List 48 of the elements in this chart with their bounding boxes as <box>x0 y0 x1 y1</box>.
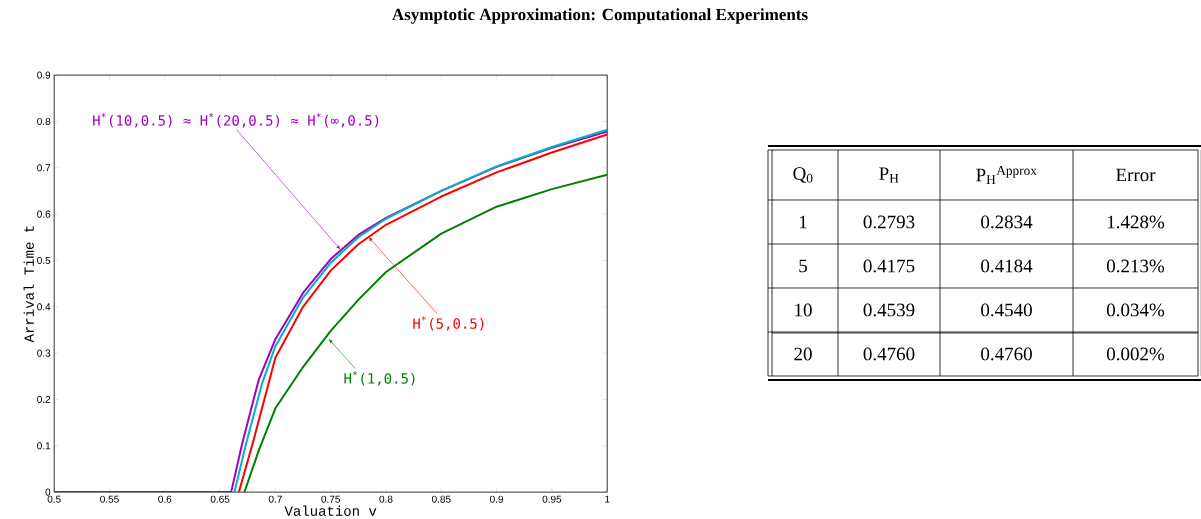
text: 5 <box>799 259 808 273</box>
text: 1 <box>799 215 807 229</box>
category-label: Error <box>1116 168 1156 182</box>
text: 0.4539 <box>863 303 915 317</box>
x-tick-label: 1 <box>605 495 610 503</box>
text: 0.4760 <box>981 347 1032 361</box>
text: 0.002% <box>1106 347 1165 361</box>
text: 20 <box>794 347 812 361</box>
chart-title: Asymptotic Approximation: Computational Experiments <box>392 8 808 24</box>
text: 0.2793 <box>863 215 915 229</box>
x-tick-label: 0.6 <box>158 495 172 503</box>
y-tick-label: 0.2 <box>37 395 51 403</box>
annotation: H$^{*}$(5,0.5) <box>413 316 484 331</box>
text: 0.4184 <box>981 259 1033 273</box>
y-tick-label: 0 <box>45 488 51 496</box>
category-label: Q$_{0}$ <box>793 167 813 183</box>
x-axis-title: Valuation v <box>284 505 377 516</box>
y-tick-label: 0.3 <box>37 349 51 357</box>
x-tick-label: 0.75 <box>321 495 341 503</box>
text: 10 <box>795 303 812 317</box>
x-tick-label: 0.8 <box>379 495 393 503</box>
y-tick-label: 0.5 <box>37 256 51 264</box>
x-tick-label: 0.5 <box>47 495 61 503</box>
y-tick-label: 0.6 <box>37 210 51 218</box>
text: 0.213% <box>1106 259 1165 273</box>
annotation: H$^{*}$(10,0.5) ≈ H$^{*}$(20,0.5) ≈ H$^{*}$(∞,0.5) <box>93 113 379 128</box>
x-tick-label: 0.65 <box>210 495 230 503</box>
y-tick-label: 0.9 <box>37 71 51 79</box>
text: 0.034% <box>1106 303 1165 317</box>
text: 1.428% <box>1107 215 1165 229</box>
y-axis-title: Arrival Time t <box>23 226 34 343</box>
x-tick-label: 0.85 <box>431 495 451 503</box>
y-tick-label: 0.8 <box>37 117 51 125</box>
category-label: P$_{H}$Approx <box>976 166 1037 184</box>
y-tick-label: 0.4 <box>37 303 51 311</box>
x-tick-label: 0.55 <box>100 495 119 503</box>
text: 0.4540 <box>981 303 1032 317</box>
category-label: P$_{H}$ <box>879 167 899 183</box>
x-tick-label: 0.9 <box>490 495 504 503</box>
y-tick-label: 0.1 <box>37 442 51 450</box>
text: 0.4760 <box>863 347 915 361</box>
y-tick-label: 0.7 <box>37 164 51 172</box>
x-tick-label: 0.95 <box>542 495 562 503</box>
annotation: H$^{*}$(1,0.5) <box>344 371 415 386</box>
text: 0.2834 <box>981 215 1033 229</box>
line-series <box>54 130 608 493</box>
x-tick-label: 0.7 <box>268 495 282 503</box>
text: 0.4175 <box>863 259 915 273</box>
